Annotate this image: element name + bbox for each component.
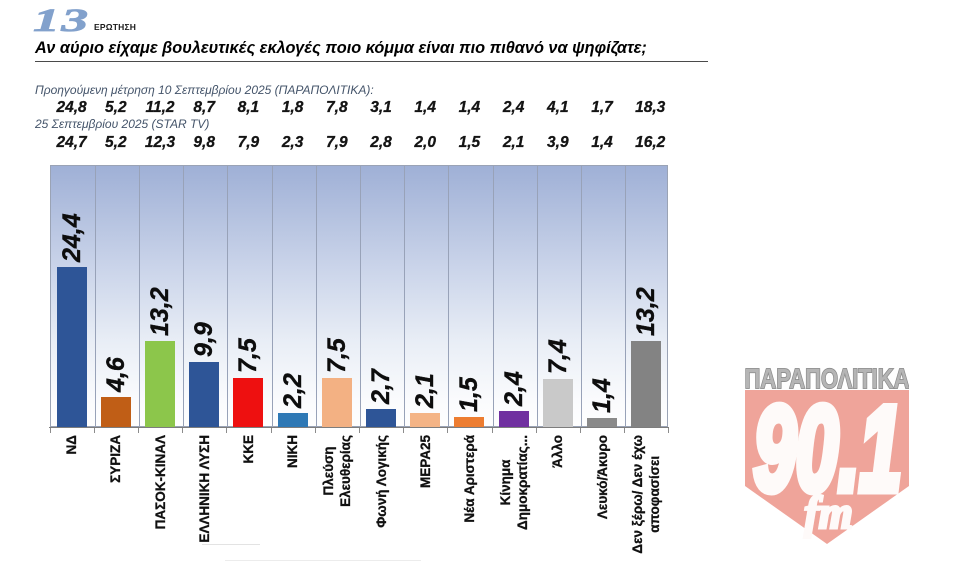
svg-text:fm: fm — [804, 487, 853, 538]
svg-text:90.1: 90.1 — [754, 383, 902, 517]
svg-text:ΠΑΡΑΠΟΛΙΤΙΚΑ: ΠΑΡΑΠΟΛΙΤΙΚΑ — [745, 364, 909, 395]
